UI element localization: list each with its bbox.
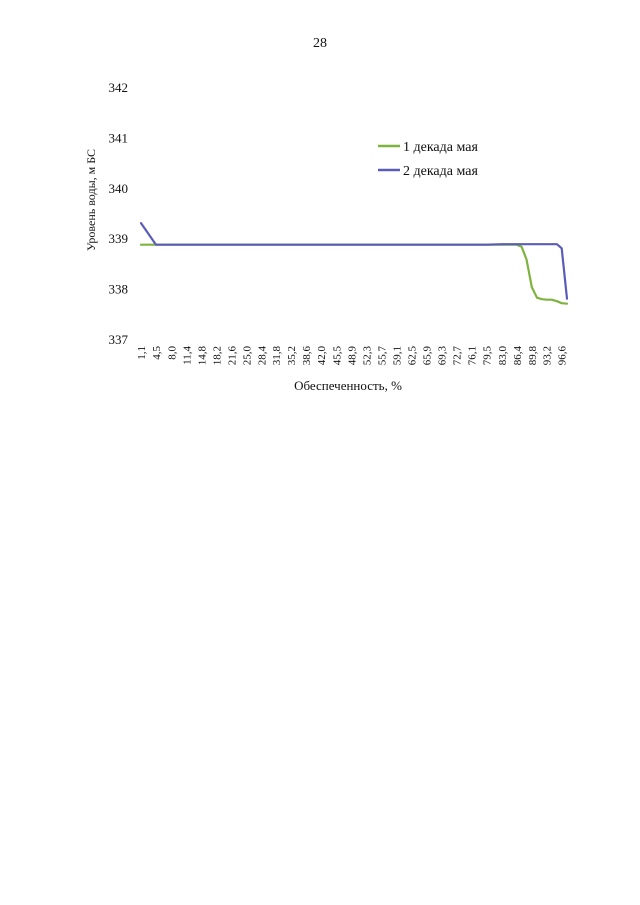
x-tick-label: 31,8 (271, 346, 283, 366)
x-tick-label: 11,4 (181, 346, 193, 365)
x-tick-label: 62,5 (406, 346, 418, 366)
y-tick-label: 340 (109, 181, 129, 196)
legend-label: 2 декада мая (403, 164, 478, 179)
page-number: 28 (313, 36, 327, 51)
x-tick-label: 4,5 (151, 346, 163, 360)
x-tick-label: 38,6 (301, 346, 313, 366)
y-tick-label: 337 (109, 332, 129, 347)
y-tick-label: 341 (109, 130, 129, 145)
x-tick-label: 96,6 (557, 346, 569, 366)
legend-label: 1 декада мая (403, 140, 478, 155)
x-tick-label: 48,9 (347, 346, 359, 366)
y-axis-title: Уровень воды, м БС (84, 149, 98, 251)
x-tick-label: 8,0 (166, 346, 178, 360)
x-tick-label: 35,2 (286, 346, 298, 365)
series-lines (139, 222, 569, 305)
x-tick-label: 86,4 (512, 346, 524, 366)
x-tick-label: 83,0 (497, 346, 509, 366)
x-tick-label: 45,5 (332, 346, 344, 366)
x-tick-label: 69,3 (436, 346, 448, 366)
x-tick-label: 72,7 (451, 346, 463, 366)
x-tick-label: 28,4 (256, 346, 268, 366)
x-tick-label: 59,1 (392, 346, 404, 365)
y-axis-tick-labels: 337 338 339 340 341 342 (109, 80, 129, 347)
x-axis-tick-labels: 1,1 4,5 8,0 11,4 14,8 18,2 21,6 25,0 28,4 31,8 35,… (136, 346, 569, 366)
y-tick-label: 339 (109, 231, 129, 246)
legend: 1 декада мая 2 декада мая (378, 140, 478, 179)
x-tick-label: 42,0 (316, 346, 328, 366)
x-tick-label: 1,1 (136, 346, 148, 360)
series-line-2 (139, 222, 569, 300)
x-tick-label: 21,6 (226, 346, 238, 366)
series-line-1 (139, 243, 569, 305)
x-tick-label: 93,2 (542, 346, 554, 365)
x-tick-label: 52,3 (362, 346, 374, 366)
x-tick-label: 65,9 (421, 346, 433, 366)
x-tick-label: 25,0 (241, 346, 253, 366)
x-tick-label: 79,5 (481, 346, 493, 366)
x-axis-title: Обеспеченность, % (294, 378, 402, 393)
x-tick-label: 76,1 (466, 346, 478, 365)
x-tick-label: 14,8 (196, 346, 208, 366)
x-tick-label: 89,8 (527, 346, 539, 366)
y-tick-label: 338 (109, 282, 129, 297)
x-tick-label: 18,2 (211, 346, 223, 365)
y-tick-label: 342 (109, 80, 129, 95)
x-tick-label: 55,7 (377, 346, 389, 366)
